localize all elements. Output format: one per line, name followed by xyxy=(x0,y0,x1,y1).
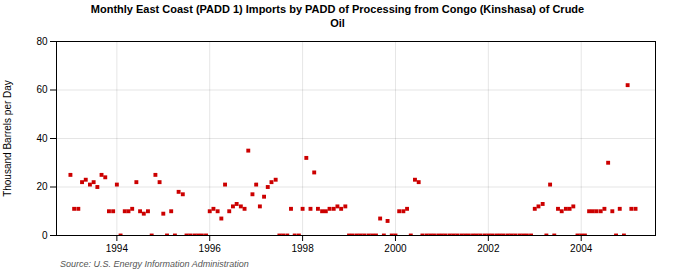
svg-text:0: 0 xyxy=(42,229,48,240)
svg-text:1998: 1998 xyxy=(291,242,314,253)
svg-text:2000: 2000 xyxy=(384,242,407,253)
svg-text:2002: 2002 xyxy=(477,242,500,253)
svg-text:20: 20 xyxy=(36,181,48,192)
svg-text:1994: 1994 xyxy=(106,242,129,253)
svg-text:60: 60 xyxy=(36,84,48,95)
html-text:Monthly East Coast (PADD 1) Im: Monthly East Coast (PADD 1) Imports by P… xyxy=(90,3,585,29)
svg-text:2004: 2004 xyxy=(570,242,593,253)
svg-text:Thousand Barrels per Day: Thousand Barrels per Day xyxy=(2,80,13,197)
svg-text:40: 40 xyxy=(36,132,48,143)
svg-text:1996: 1996 xyxy=(199,242,222,253)
svg-text:80: 80 xyxy=(36,35,48,46)
html-text:Source: U.S. Energy Informatio: Source: U.S. Energy Information Administ… xyxy=(60,258,249,269)
